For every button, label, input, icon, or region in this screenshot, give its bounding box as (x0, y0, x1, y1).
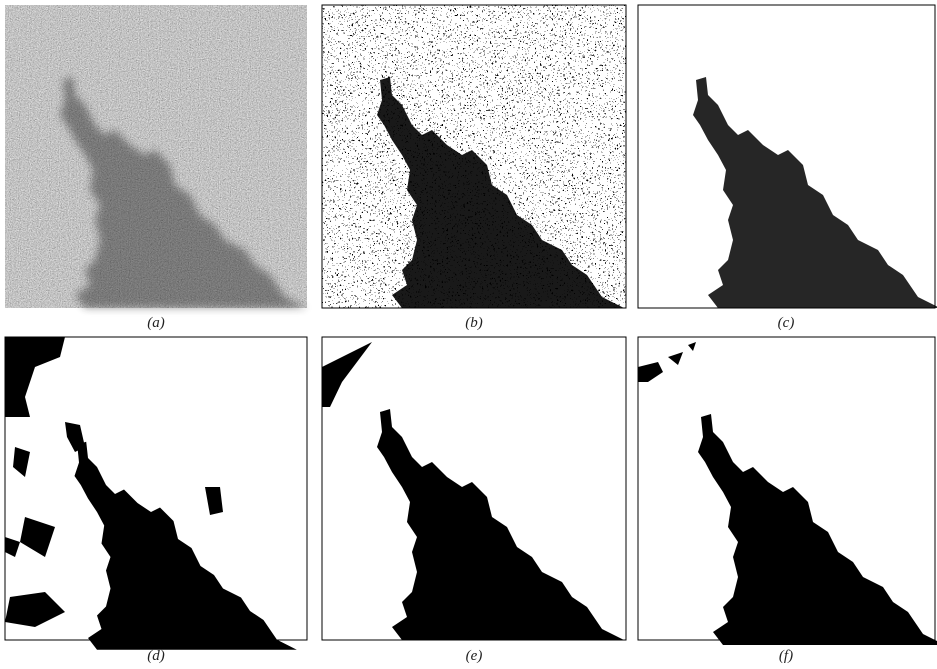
panel-e (321, 336, 627, 641)
caption: (d) (147, 648, 165, 664)
panel-b (321, 4, 627, 309)
caption: (b) (465, 315, 483, 331)
panel-a (5, 5, 307, 308)
caption: (a) (147, 315, 165, 331)
panel-c (637, 4, 937, 309)
panel-d (4, 336, 308, 650)
caption: (e) (466, 648, 483, 664)
panel-f (637, 336, 937, 645)
caption: (f) (779, 648, 793, 664)
caption: (c) (778, 315, 795, 331)
